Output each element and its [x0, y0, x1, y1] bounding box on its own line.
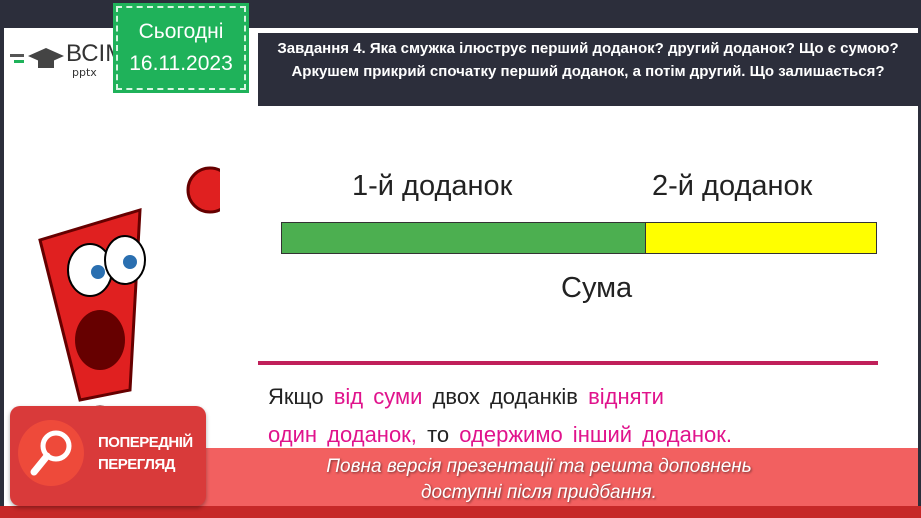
rule-highlight: від суми: [333, 384, 423, 409]
rule-highlight: відняти: [588, 384, 664, 409]
rule-highlight: одержимо інший доданок.: [459, 422, 732, 447]
divider: [258, 361, 878, 365]
task-title: Завдання 4. Яка смужка ілюструє перший д…: [258, 33, 918, 106]
rule-text: то: [427, 422, 450, 447]
rule-text: двох доданків: [432, 384, 578, 409]
date-label: Сьогодні: [138, 20, 224, 43]
banner-line-2: доступні після придбання.: [421, 482, 657, 503]
second-addend-bar: [645, 222, 877, 254]
vsim-logo: ВСІМ pptx: [10, 40, 125, 80]
preview-button[interactable]: ПОПЕРЕДНІЙ ПЕРЕГЛЯД: [10, 406, 206, 506]
first-addend-label: 1-й доданок: [352, 170, 513, 202]
magnifier-badge: [18, 420, 84, 486]
banner-line-1: Повна версія презентації та решта доповн…: [326, 456, 752, 477]
rule-highlight: один доданок,: [268, 422, 417, 447]
preview-title-2: ПЕРЕГЛЯД: [98, 456, 175, 473]
preview-title-1: ПОПЕРЕДНІЙ: [98, 434, 193, 451]
magnifier-icon: [30, 430, 72, 476]
first-addend-bar: [281, 222, 646, 254]
date-badge: Сьогодні 16.11.2023: [113, 3, 249, 93]
exclamation-mascot-icon: [38, 166, 220, 445]
rule-text: Якщо: [268, 384, 324, 409]
graduation-cap-icon: [10, 48, 64, 68]
second-addend-label: 2-й доданок: [652, 170, 813, 202]
rule-line-2: один доданок, то одержимо інший доданок.: [268, 422, 732, 448]
rule-line-1: Якщо від суми двох доданків відняти: [268, 384, 664, 410]
logo-subtext: pptx: [72, 66, 97, 79]
sum-label: Сума: [561, 272, 633, 304]
logo-text: ВСІМ: [66, 40, 126, 67]
date-value: 16.11.2023: [129, 52, 233, 75]
bottom-strip: [0, 506, 921, 518]
